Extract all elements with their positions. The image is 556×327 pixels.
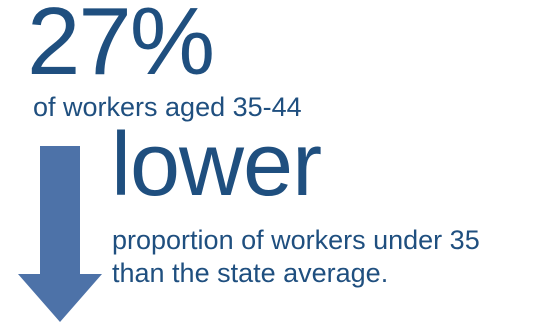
comparison-description-line-1: proportion of workers under 35: [112, 224, 480, 257]
comparison-description: proportion of workers under 35 than the …: [112, 224, 480, 290]
stat-value: 27%: [27, 0, 213, 90]
down-arrow-shape: [18, 146, 102, 322]
down-arrow-icon: [18, 146, 102, 322]
comparison-description-line-2: than the state average.: [112, 257, 480, 290]
comparison-headline: lower: [111, 120, 321, 210]
